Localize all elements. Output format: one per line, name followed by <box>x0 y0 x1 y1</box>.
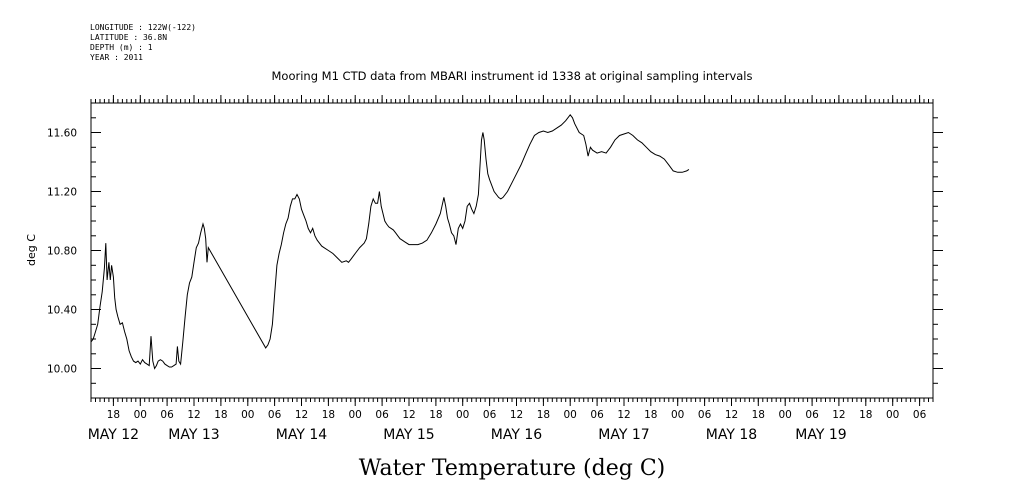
x-hour-label: 18 <box>752 409 765 421</box>
x-date-label: MAY 16 <box>491 427 542 443</box>
y-tick-label: 10.40 <box>47 305 77 317</box>
x-hour-label: 06 <box>160 409 174 421</box>
x-date-label: MAY 12 <box>88 427 139 443</box>
x-hour-label: 00 <box>349 409 362 421</box>
x-hour-label: 00 <box>456 409 469 421</box>
x-hour-label: 12 <box>725 409 738 421</box>
plot-frame <box>90 102 934 399</box>
x-hour-label: 12 <box>295 409 308 421</box>
x-hour-label: 00 <box>779 409 792 421</box>
y-tick-label: 11.60 <box>47 128 77 140</box>
x-date-label: MAY 15 <box>383 427 434 443</box>
x-hour-label: 12 <box>402 409 415 421</box>
x-hour-label: 06 <box>375 409 389 421</box>
x-hour-label: 06 <box>913 409 927 421</box>
y-axis-label: deg C <box>25 234 38 266</box>
x-date-label: MAY 14 <box>276 427 327 443</box>
x-hour-label: 06 <box>698 409 712 421</box>
x-date-label: MAY 13 <box>168 427 219 443</box>
minor-ticks <box>90 99 934 402</box>
x-hour-label: 12 <box>617 409 630 421</box>
x-axis: 18 00 06 12 18 00 06 12 18 00 06 12 18 00 06 12 18 00 06 12… <box>88 95 927 443</box>
x-hour-label: 00 <box>134 409 147 421</box>
series-line <box>90 113 690 370</box>
y-tick-label: 11.20 <box>47 187 77 199</box>
x-hour-label: 18 <box>429 409 442 421</box>
x-hour-label: 18 <box>107 409 120 421</box>
x-hour-label: 00 <box>671 409 684 421</box>
x-hour-label: 06 <box>483 409 497 421</box>
x-date-label: MAY 19 <box>795 427 846 443</box>
x-hour-label: 12 <box>832 409 845 421</box>
x-hour-label: 06 <box>805 409 819 421</box>
y-tick-label: 10.00 <box>47 364 77 376</box>
x-hour-label: 18 <box>322 409 335 421</box>
x-hour-label: 06 <box>590 409 604 421</box>
x-hour-label: 12 <box>187 409 200 421</box>
x-hour-label: 18 <box>537 409 550 421</box>
x-hour-label: 00 <box>564 409 577 421</box>
meta-depth: DEPTH (m) : 1 <box>90 43 153 52</box>
x-hour-label: 06 <box>268 409 282 421</box>
x-date-label: MAY 17 <box>598 427 649 443</box>
meta-latitude: LATITUDE : 36.8N <box>90 33 167 42</box>
x-hour-label: 00 <box>241 409 254 421</box>
meta-block: LONGITUDE : 122W(-122) LATITUDE : 36.8N … <box>90 23 196 62</box>
meta-year: YEAR : 2011 <box>90 53 143 62</box>
x-hour-label: 12 <box>510 409 523 421</box>
x-hour-label: 18 <box>859 409 872 421</box>
x-hour-label: 18 <box>214 409 227 421</box>
x-hour-label: 00 <box>886 409 899 421</box>
x-axis-label: Water Temperature (deg C) <box>359 456 666 481</box>
x-date-label: MAY 18 <box>706 427 757 443</box>
x-hour-label: 18 <box>644 409 657 421</box>
y-tick-label: 10.80 <box>47 246 77 258</box>
chart-title: Mooring M1 CTD data from MBARI instrumen… <box>272 69 753 83</box>
y-axis: 10.00 10.40 10.80 11.20 11.60 <box>47 117 943 384</box>
meta-longitude: LONGITUDE : 122W(-122) <box>90 23 196 32</box>
